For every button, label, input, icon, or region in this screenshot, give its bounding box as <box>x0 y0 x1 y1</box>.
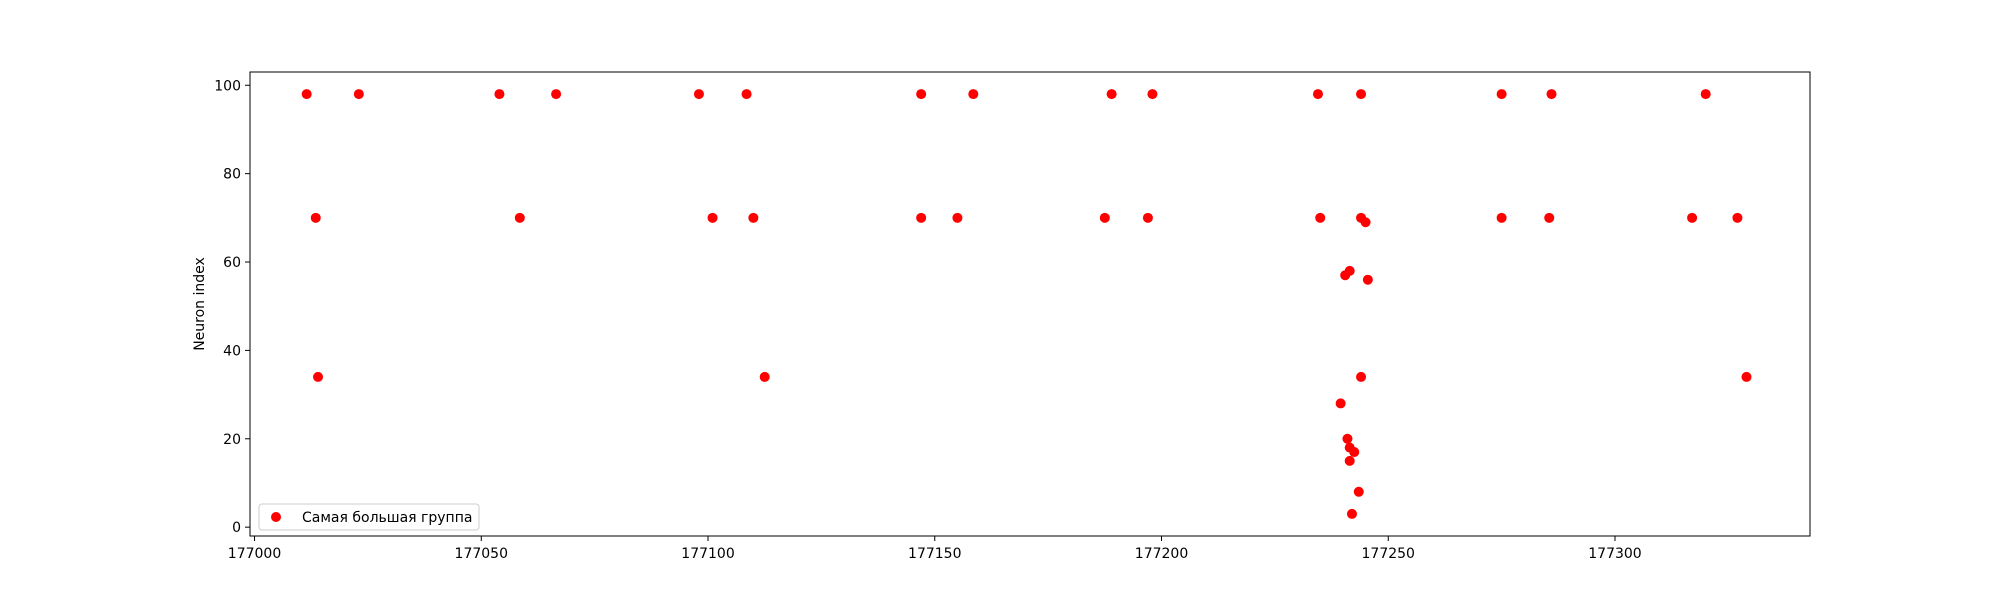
legend-entry-label: Самая большая группа <box>302 510 472 526</box>
data-point <box>1356 371 1367 382</box>
data-point <box>1349 447 1360 458</box>
data-point <box>1546 89 1557 100</box>
plot-frame <box>249 71 1811 537</box>
data-point <box>1362 274 1373 285</box>
data-point <box>693 89 704 100</box>
data-point <box>494 89 505 100</box>
data-point <box>707 212 718 223</box>
data-point <box>514 212 525 223</box>
data-points <box>301 89 1752 519</box>
x-tick-label: 177100 <box>681 546 734 562</box>
data-point <box>310 212 321 223</box>
legend: Самая большая группа <box>258 503 480 531</box>
data-point <box>1687 212 1698 223</box>
x-tick-label: 177050 <box>455 546 508 562</box>
data-point <box>313 371 324 382</box>
data-point <box>1360 217 1371 228</box>
data-point <box>1142 212 1153 223</box>
x-tick-label: 177300 <box>1588 546 1641 562</box>
data-point <box>1544 212 1555 223</box>
data-point <box>741 89 752 100</box>
data-point <box>1732 212 1743 223</box>
data-point <box>1099 212 1110 223</box>
data-point <box>916 89 927 100</box>
axis-ticks: 177000 177050 177100 177150 177200 177250 1773… <box>214 78 1641 562</box>
x-tick-label: 177000 <box>228 546 281 562</box>
x-tick-label: 177200 <box>1135 546 1188 562</box>
data-point <box>968 89 979 100</box>
legend-box <box>258 503 480 531</box>
y-tick-label: 80 <box>223 167 241 183</box>
data-point <box>551 89 562 100</box>
data-point <box>1106 89 1117 100</box>
data-point <box>1496 212 1507 223</box>
data-point <box>1342 433 1353 444</box>
data-point <box>952 212 963 223</box>
y-tick-label: 100 <box>214 78 241 94</box>
x-tick-label: 177250 <box>1362 546 1415 562</box>
y-tick-label: 0 <box>232 520 241 536</box>
data-point <box>1147 89 1158 100</box>
y-tick-label: 40 <box>223 343 241 359</box>
y-axis-label: Neuron index <box>192 257 208 351</box>
data-point <box>748 212 759 223</box>
data-point <box>1741 371 1752 382</box>
data-point <box>916 212 927 223</box>
data-point <box>759 371 770 382</box>
data-point <box>1335 398 1346 409</box>
data-point <box>1346 508 1357 519</box>
data-point <box>353 89 364 100</box>
data-point <box>1344 265 1355 276</box>
data-point <box>1496 89 1507 100</box>
y-tick-label: 20 <box>223 432 241 448</box>
y-tick-label: 60 <box>223 255 241 271</box>
data-point <box>301 89 312 100</box>
data-point <box>1700 89 1711 100</box>
data-point <box>1312 89 1323 100</box>
x-tick-label: 177150 <box>908 546 961 562</box>
data-point <box>1315 212 1326 223</box>
data-point <box>1344 455 1355 466</box>
data-point <box>1353 486 1364 497</box>
data-point <box>1356 89 1367 100</box>
legend-marker <box>271 512 281 522</box>
